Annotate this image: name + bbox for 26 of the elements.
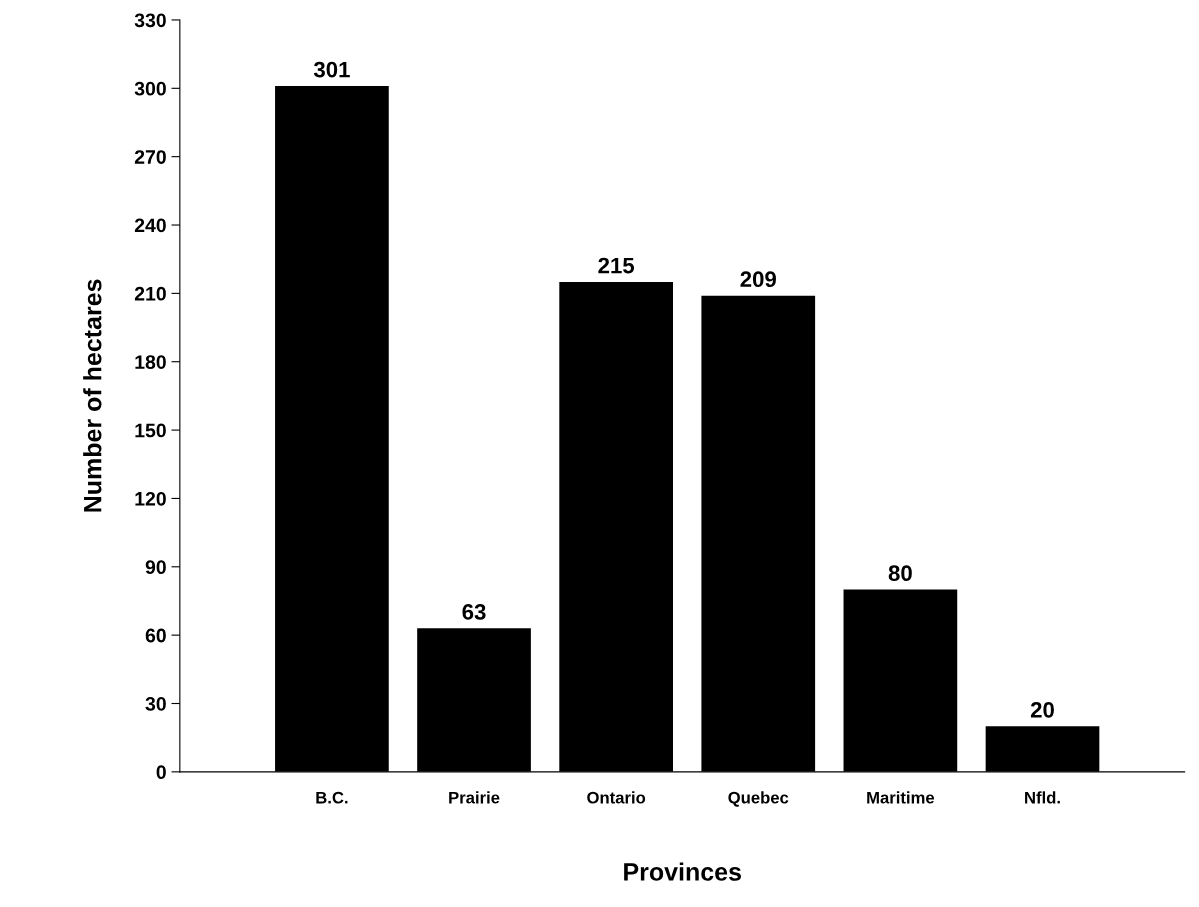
x-axis-title: Provinces bbox=[624, 862, 741, 881]
data-label: 209 bbox=[740, 271, 776, 288]
y-tick-label: 240 bbox=[134, 218, 166, 233]
x-tick-label: Quebec bbox=[728, 791, 789, 807]
data-label: 215 bbox=[598, 257, 635, 274]
data-label: 63 bbox=[462, 604, 486, 620]
y-axis-title: Number of hectares bbox=[83, 279, 102, 512]
data-label: 20 bbox=[1030, 701, 1054, 718]
y-tick-label: 300 bbox=[134, 81, 166, 96]
y-tick-label: 30 bbox=[145, 696, 166, 711]
y-tick-label: 180 bbox=[135, 355, 166, 369]
x-tick-label: Maritime bbox=[867, 791, 935, 804]
data-label: 80 bbox=[888, 565, 912, 582]
y-tick-label: 90 bbox=[145, 560, 166, 575]
x-tick-label: Ontario bbox=[587, 791, 646, 804]
y-tick-label: 330 bbox=[134, 13, 166, 28]
x-tick-label: B.C. bbox=[316, 791, 348, 804]
y-tick-label: 270 bbox=[134, 150, 166, 164]
data-label: 301 bbox=[313, 61, 350, 78]
y-tick-label: 0 bbox=[156, 765, 166, 780]
y-tick-label: 120 bbox=[135, 491, 166, 506]
y-tick-label: 60 bbox=[145, 628, 166, 643]
y-tick-label: 210 bbox=[134, 286, 166, 301]
y-tick-label: 150 bbox=[135, 423, 166, 438]
x-tick-label: Nfld. bbox=[1025, 791, 1060, 804]
x-tick-label: Prairie bbox=[449, 791, 500, 804]
